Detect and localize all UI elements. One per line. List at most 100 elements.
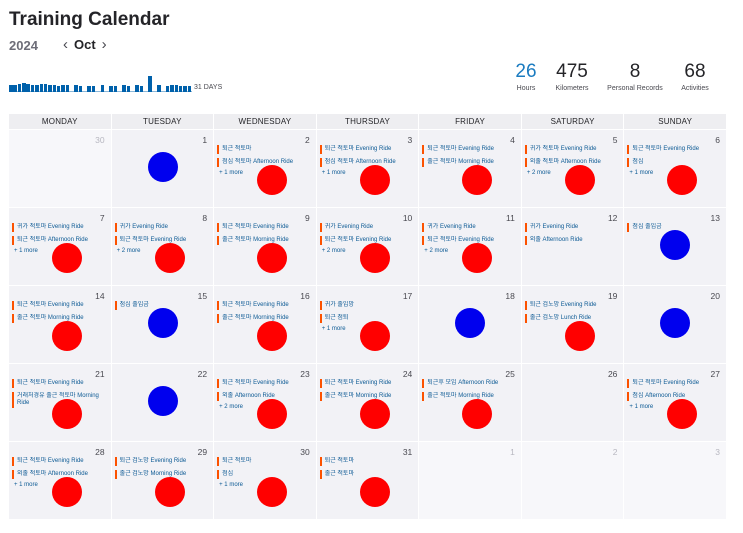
- calendar-day[interactable]: 18: [419, 286, 521, 363]
- activity-link[interactable]: 출근 적토마: [319, 470, 416, 479]
- activity-link[interactable]: 퇴근 적토마: [217, 457, 313, 466]
- calendar-day[interactable]: 17 귀가 출입망 퇴근 점퇴 + 1 more: [316, 286, 419, 363]
- calendar-day[interactable]: 19 퇴근 검노망 Evening Ride 출근 검노망 Lunch Ride: [521, 286, 624, 363]
- activity-link[interactable]: 퇴근 적토마 Evening Ride: [319, 236, 416, 245]
- activity-link[interactable]: 점심 Afternoon Ride: [627, 392, 723, 401]
- chevron-right-icon[interactable]: ›: [101, 36, 107, 53]
- calendar-day[interactable]: 7 귀가 적토마 Evening Ride 퇴근 적토마 Afternoon Rid…: [9, 208, 111, 285]
- chevron-left-icon[interactable]: ‹: [63, 36, 68, 53]
- calendar-day[interactable]: 29 퇴근 검노망 Evening Ride 출근 검노망 Morning Ride: [111, 442, 214, 519]
- activity-link[interactable]: 퇴근 적토마 Evening Ride: [12, 301, 108, 310]
- activity-link[interactable]: 퇴근 적토마 Evening Ride: [114, 236, 211, 245]
- activity-link[interactable]: 점심: [627, 158, 723, 167]
- more-activities-link[interactable]: + 2 more: [116, 248, 141, 254]
- calendar-day[interactable]: 30 퇴근 적토마 점심 + 1 more: [214, 442, 316, 519]
- activity-link[interactable]: 외출 적토마 Afternoon Ride: [524, 158, 621, 167]
- calendar-day[interactable]: 16 퇴근 적토마 Evening Ride 출근 적토마 Morning Ride: [214, 286, 316, 363]
- activity-link[interactable]: 출근 적토마 Morning Ride: [12, 314, 108, 323]
- activity-link[interactable]: 귀가 적토마 Evening Ride: [12, 223, 108, 232]
- calendar-day[interactable]: 24 퇴근 적토마 Evening Ride 출근 적토마 Morning Ride: [316, 364, 419, 441]
- calendar-day[interactable]: 15 점심 출입금: [111, 286, 214, 363]
- activity-link[interactable]: 퇴근 적토마 Afternoon Ride: [12, 236, 108, 245]
- activity-link[interactable]: 퇴근 적토마: [319, 457, 416, 466]
- activity-link[interactable]: 퇴근 적토마 Evening Ride: [217, 223, 313, 232]
- more-activities-link[interactable]: + 2 more: [321, 248, 346, 254]
- activity-link[interactable]: 퇴근 적토마 Evening Ride: [627, 379, 723, 388]
- activity-link[interactable]: 출근 적토마 Morning Ride: [422, 392, 518, 401]
- more-activities-link[interactable]: + 2 more: [219, 404, 243, 410]
- activity-link[interactable]: 외출 적토마 Afternoon Ride: [12, 470, 108, 479]
- activity-link[interactable]: 점심: [217, 470, 313, 479]
- activity-link[interactable]: 퇴근 적토마 Evening Ride: [12, 457, 108, 466]
- calendar-day[interactable]: 13 점심 출입금: [624, 208, 726, 285]
- calendar-day[interactable]: 28 퇴근 적토마 Evening Ride 외출 적토마 Afternoon Ri…: [9, 442, 111, 519]
- activity-link[interactable]: 퇴근 적토마 Evening Ride: [217, 301, 313, 310]
- calendar-day[interactable]: 22: [111, 364, 214, 441]
- activity-link[interactable]: 퇴근후 모임 Afternoon Ride: [422, 379, 518, 388]
- activity-link[interactable]: 점심 출입금: [627, 223, 723, 232]
- calendar-day[interactable]: 23 퇴근 적토마 Evening Ride 외출 Afternoon Ride + …: [214, 364, 316, 441]
- calendar-day[interactable]: 27 퇴근 적토마 Evening Ride 점심 Afternoon Ride + …: [624, 364, 726, 441]
- calendar-day[interactable]: 12 귀가 Evening Ride 외출 Afternoon Ride: [521, 208, 624, 285]
- activity-link[interactable]: 거래처경유 출근 적토마 Morning Ride: [12, 392, 108, 408]
- activity-link[interactable]: 귀가 적토마 Evening Ride: [524, 145, 621, 154]
- calendar-day[interactable]: 4 퇴근 적토마 Evening Ride 출근 적토마 Morning Ride: [419, 130, 521, 207]
- calendar-day[interactable]: 31 퇴근 적토마 출근 적토마: [316, 442, 419, 519]
- calendar-day[interactable]: 1: [111, 130, 214, 207]
- activity-link[interactable]: 출근 적토마 Morning Ride: [319, 392, 416, 401]
- activity-link[interactable]: 점심 적토마 Afternoon Ride: [319, 158, 416, 167]
- activity-link[interactable]: 퇴근 점퇴: [319, 314, 416, 323]
- more-activities-link[interactable]: + 1 more: [14, 482, 38, 488]
- more-activities-link[interactable]: + 1 more: [629, 170, 654, 176]
- calendar-day[interactable]: 14 퇴근 적토마 Evening Ride 출근 적토마 Morning Ride: [9, 286, 111, 363]
- activity-link[interactable]: 퇴근 적토마 Evening Ride: [319, 145, 416, 154]
- calendar-day[interactable]: 30: [9, 130, 111, 207]
- activity-link[interactable]: 출근 검노망 Lunch Ride: [524, 314, 621, 323]
- activity-link[interactable]: 점심 적토마 Afternoon Ride: [217, 158, 313, 167]
- calendar-day[interactable]: 11 귀가 Evening Ride 퇴근 적토마 Evening Ride + 2 …: [419, 208, 521, 285]
- calendar-day[interactable]: 1: [419, 442, 521, 519]
- activity-link[interactable]: 귀가 Evening Ride: [319, 223, 416, 232]
- activity-link[interactable]: 외출 Afternoon Ride: [524, 236, 621, 245]
- calendar-day[interactable]: 3: [624, 442, 726, 519]
- calendar-day[interactable]: 20: [624, 286, 726, 363]
- activity-link[interactable]: 퇴근 적토마 Evening Ride: [422, 236, 518, 245]
- activity-link[interactable]: 퇴근 적토마 Evening Ride: [217, 379, 313, 388]
- activity-link[interactable]: 귀가 Evening Ride: [524, 223, 621, 232]
- more-activities-link[interactable]: + 1 more: [14, 248, 38, 254]
- activity-link[interactable]: 퇴근 적토마 Evening Ride: [422, 145, 518, 154]
- activity-link[interactable]: 점심 출입금: [114, 301, 211, 310]
- activity-link[interactable]: 출근 검노망 Morning Ride: [114, 470, 211, 479]
- more-activities-link[interactable]: + 1 more: [219, 482, 243, 488]
- activity-link[interactable]: 출근 적토마 Morning Ride: [422, 158, 518, 167]
- activity-link[interactable]: 귀가 Evening Ride: [422, 223, 518, 232]
- activity-link[interactable]: 귀가 출입망: [319, 301, 416, 310]
- calendar-day[interactable]: 6 퇴근 적토마 Evening Ride 점심 + 1 more: [624, 130, 726, 207]
- activity-link[interactable]: 퇴근 적토마 Evening Ride: [319, 379, 416, 388]
- activity-link[interactable]: 퇴근 적토마 Evening Ride: [627, 145, 723, 154]
- activity-link[interactable]: 퇴근 검노망 Evening Ride: [114, 457, 211, 466]
- activity-link[interactable]: 퇴근 적토마: [217, 145, 313, 154]
- more-activities-link[interactable]: + 2 more: [526, 170, 551, 176]
- calendar-day[interactable]: 10 귀가 Evening Ride 퇴근 적토마 Evening Ride + 2 …: [316, 208, 419, 285]
- activity-link[interactable]: 출근 적토마 Morning Ride: [217, 236, 313, 245]
- calendar-day[interactable]: 9 퇴근 적토마 Evening Ride 출근 적토마 Morning Ride: [214, 208, 316, 285]
- more-activities-link[interactable]: + 1 more: [321, 326, 346, 332]
- calendar-day[interactable]: 25 퇴근후 모임 Afternoon Ride 출근 적토마 Morning Ri…: [419, 364, 521, 441]
- calendar-day[interactable]: 21 퇴근 적토마 Evening Ride 거래처경유 출근 적토마 Mornin…: [9, 364, 111, 441]
- activity-link[interactable]: 출근 적토마 Morning Ride: [217, 314, 313, 323]
- activity-link[interactable]: 외출 Afternoon Ride: [217, 392, 313, 401]
- calendar-day[interactable]: 2: [521, 442, 624, 519]
- calendar-day[interactable]: 8 귀가 Evening Ride 퇴근 적토마 Evening Ride + 2 m…: [111, 208, 214, 285]
- more-activities-link[interactable]: + 1 more: [629, 404, 654, 410]
- activity-link[interactable]: 귀가 Evening Ride: [114, 223, 211, 232]
- calendar-day[interactable]: 2 퇴근 적토마 점심 적토마 Afternoon Ride + 1 more: [214, 130, 316, 207]
- calendar-day[interactable]: 26: [521, 364, 624, 441]
- activity-link[interactable]: 퇴근 적토마 Evening Ride: [12, 379, 108, 388]
- calendar-day[interactable]: 5 귀가 적토마 Evening Ride 외출 적토마 Afternoon Rid…: [521, 130, 624, 207]
- calendar-day[interactable]: 3 퇴근 적토마 Evening Ride 점심 적토마 Afternoon Rid…: [316, 130, 419, 207]
- activity-link[interactable]: 퇴근 검노망 Evening Ride: [524, 301, 621, 310]
- more-activities-link[interactable]: + 1 more: [219, 170, 243, 176]
- more-activities-link[interactable]: + 1 more: [321, 170, 346, 176]
- more-activities-link[interactable]: + 2 more: [424, 248, 449, 254]
